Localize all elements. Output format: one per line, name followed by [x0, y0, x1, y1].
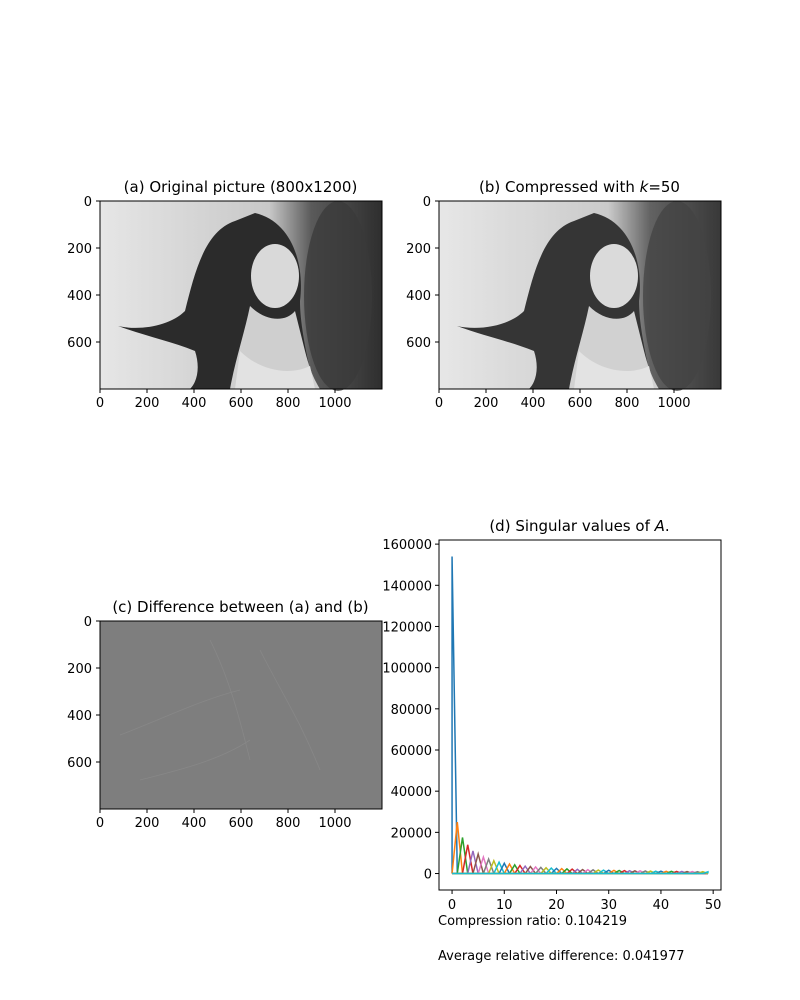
- y-tick-label: 600: [67, 756, 92, 771]
- x-tick-label: 0: [448, 898, 456, 913]
- x-tick-label: 200: [474, 396, 499, 411]
- panel-a-title: (a) Original picture (800x1200): [124, 178, 358, 196]
- panel-c-ticks: 0 200 400 600 800 1000 0 200 400 600: [67, 615, 351, 831]
- singular-value-line: [452, 870, 709, 875]
- panel-a-image: [100, 201, 382, 391]
- y-tick-label: 120000: [382, 620, 432, 635]
- x-tick-label: 10: [496, 898, 513, 913]
- y-tick-label: 60000: [391, 744, 432, 759]
- y-tick-label: 200: [67, 242, 92, 257]
- x-tick-label: 1000: [657, 396, 690, 411]
- y-tick-label: 0: [424, 868, 432, 883]
- x-tick-label: 600: [568, 396, 593, 411]
- average-relative-difference-text: Average relative difference: 0.041977: [438, 949, 685, 964]
- y-tick-label: 400: [67, 289, 92, 304]
- x-tick-label: 200: [135, 816, 160, 831]
- x-tick-label: 0: [96, 396, 104, 411]
- x-tick-label: 20: [548, 898, 565, 913]
- compression-ratio-text: Compression ratio: 0.104219: [438, 914, 627, 929]
- x-tick-label: 600: [229, 396, 254, 411]
- x-tick-label: 800: [615, 396, 640, 411]
- panel-b-ticks: 0 200 400 600 800 1000 0 200 400 600: [406, 195, 690, 411]
- panel-a-ticks: 0 200 400 600 800 1000 0 200 400 600: [67, 195, 351, 411]
- panel-c-image: [100, 621, 382, 809]
- x-tick-label: 800: [276, 816, 301, 831]
- y-tick-label: 400: [406, 289, 431, 304]
- panel-d-frame: [438, 539, 722, 891]
- panel-d: (d) Singular values of A. 0 10 20 30 40 50 0 20…: [382, 517, 722, 913]
- x-tick-label: 600: [229, 816, 254, 831]
- y-tick-label: 20000: [391, 826, 432, 841]
- x-tick-label: 400: [521, 396, 546, 411]
- y-tick-label: 600: [406, 336, 431, 351]
- y-tick-label: 200: [67, 662, 92, 677]
- panel-d-series: [451, 556, 709, 875]
- y-tick-label: 100000: [382, 662, 432, 677]
- y-tick-label: 400: [67, 709, 92, 724]
- x-tick-label: 30: [600, 898, 617, 913]
- y-tick-label: 600: [67, 336, 92, 351]
- y-tick-label: 160000: [382, 538, 432, 553]
- y-tick-label: 40000: [391, 785, 432, 800]
- panel-a: (a) Original picture (800x1200) 0 200 400 6…: [67, 178, 383, 411]
- x-tick-label: 400: [182, 816, 207, 831]
- y-tick-label: 140000: [382, 579, 432, 594]
- singular-value-line: [451, 556, 708, 875]
- panel-d-ticks: 0 10 20 30 40 50 0 20000 40000 60000 80000 100000 12…: [382, 538, 721, 913]
- x-tick-label: 40: [653, 898, 670, 913]
- y-tick-label: 0: [84, 195, 92, 210]
- x-tick-label: 200: [135, 396, 160, 411]
- x-tick-label: 400: [182, 396, 207, 411]
- x-tick-label: 0: [96, 816, 104, 831]
- panel-c: (c) Difference between (a) and (b) 0 200 4…: [67, 598, 383, 831]
- panel-b: (b) Compressed with k=50 0 200 400 600 800 10…: [406, 178, 722, 411]
- panel-b-image: [439, 201, 721, 391]
- y-tick-label: 200: [406, 242, 431, 257]
- x-tick-label: 1000: [318, 396, 351, 411]
- y-tick-label: 0: [423, 195, 431, 210]
- x-tick-label: 800: [276, 396, 301, 411]
- y-tick-label: 0: [84, 615, 92, 630]
- panel-c-texture: [119, 639, 321, 781]
- panel-d-title: (d) Singular values of A.: [489, 517, 669, 535]
- y-tick-label: 80000: [391, 703, 432, 718]
- panel-c-title: (c) Difference between (a) and (b): [112, 598, 368, 616]
- x-tick-label: 0: [435, 396, 443, 411]
- panel-b-title: (b) Compressed with k=50: [479, 178, 680, 196]
- x-tick-label: 1000: [318, 816, 351, 831]
- x-tick-label: 50: [705, 898, 722, 913]
